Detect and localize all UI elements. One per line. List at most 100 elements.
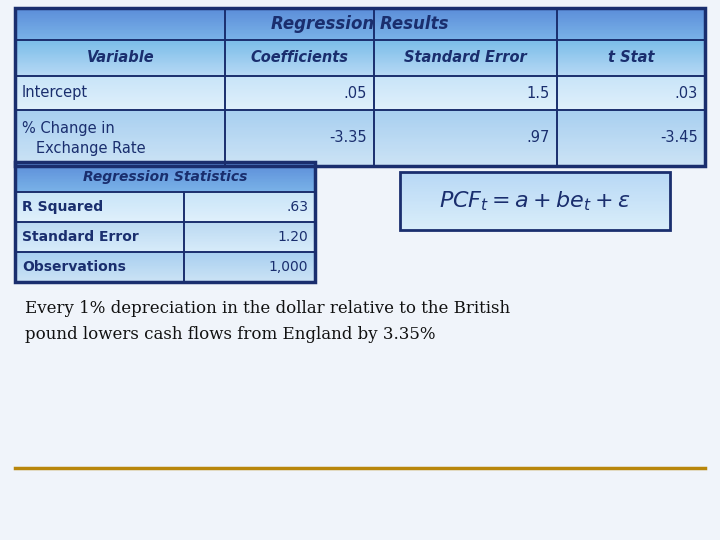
Bar xyxy=(225,80,374,81)
Bar xyxy=(557,130,705,131)
Bar xyxy=(184,201,315,202)
Bar xyxy=(15,20,705,21)
Bar xyxy=(557,160,705,162)
Bar xyxy=(15,205,184,206)
Bar xyxy=(15,261,184,262)
Bar xyxy=(15,83,225,84)
Bar xyxy=(15,142,225,144)
Bar xyxy=(225,144,374,145)
Bar xyxy=(374,145,557,146)
Bar xyxy=(225,40,374,41)
Bar xyxy=(225,145,374,146)
Bar xyxy=(557,88,705,89)
Bar xyxy=(225,141,374,142)
Bar xyxy=(15,255,184,256)
Bar xyxy=(225,90,374,91)
Bar xyxy=(184,209,315,210)
Bar xyxy=(557,121,705,123)
Bar xyxy=(15,85,225,86)
Bar xyxy=(15,75,225,76)
Bar xyxy=(184,271,315,272)
Bar xyxy=(15,232,184,233)
Bar xyxy=(557,110,705,166)
Bar xyxy=(15,247,184,248)
Bar xyxy=(184,252,315,253)
Bar xyxy=(15,279,184,280)
Bar xyxy=(225,142,374,144)
Bar xyxy=(374,124,557,125)
Bar xyxy=(15,183,315,184)
Bar xyxy=(374,104,557,105)
Text: R Squared: R Squared xyxy=(22,200,103,214)
Bar xyxy=(15,243,184,244)
Text: .05: .05 xyxy=(343,85,366,100)
Bar xyxy=(225,71,374,72)
Bar xyxy=(400,197,670,198)
Bar xyxy=(225,120,374,121)
Bar xyxy=(15,18,705,19)
Bar xyxy=(557,89,705,90)
Bar xyxy=(374,127,557,128)
Bar xyxy=(400,228,670,230)
Bar xyxy=(225,135,374,137)
Bar xyxy=(184,195,315,197)
Bar xyxy=(15,117,225,118)
Bar xyxy=(374,116,557,117)
Bar xyxy=(184,222,315,252)
Text: Regression Results: Regression Results xyxy=(271,15,449,33)
Bar xyxy=(374,85,557,86)
Bar xyxy=(225,138,374,139)
Bar xyxy=(374,52,557,53)
Bar xyxy=(15,100,225,102)
Bar xyxy=(15,175,315,176)
Bar xyxy=(225,68,374,69)
Bar xyxy=(557,110,705,111)
Bar xyxy=(184,215,315,216)
Bar xyxy=(184,206,315,207)
Bar xyxy=(374,76,557,77)
Bar xyxy=(15,8,705,166)
Bar xyxy=(15,68,225,69)
Bar xyxy=(400,202,670,204)
Bar xyxy=(15,38,705,39)
Bar xyxy=(557,148,705,149)
Bar xyxy=(15,62,225,63)
Bar xyxy=(15,31,705,32)
Bar xyxy=(15,130,225,131)
Bar xyxy=(374,42,557,43)
Bar xyxy=(400,184,670,185)
Bar xyxy=(400,226,670,227)
Bar xyxy=(184,214,315,215)
Bar xyxy=(15,105,225,106)
Bar xyxy=(374,148,557,149)
Bar xyxy=(557,152,705,153)
Bar xyxy=(225,45,374,46)
Bar xyxy=(557,40,705,76)
Bar xyxy=(15,88,225,89)
Bar xyxy=(184,244,315,245)
Bar xyxy=(374,87,557,88)
Bar xyxy=(15,44,225,45)
Bar xyxy=(15,216,184,217)
Bar xyxy=(15,241,184,242)
Bar xyxy=(15,35,705,36)
Bar xyxy=(557,146,705,148)
Bar xyxy=(374,51,557,52)
Bar xyxy=(15,41,225,42)
Bar xyxy=(557,8,705,40)
Bar xyxy=(400,200,670,201)
Bar xyxy=(374,78,557,79)
Bar xyxy=(225,65,374,66)
Bar xyxy=(557,109,705,110)
Bar xyxy=(184,204,315,205)
Bar xyxy=(15,76,225,77)
Bar xyxy=(15,192,184,193)
Bar xyxy=(374,155,557,156)
Bar xyxy=(557,76,705,77)
Bar xyxy=(15,265,184,266)
Bar xyxy=(15,278,184,279)
Bar xyxy=(15,165,315,166)
Bar xyxy=(15,48,225,49)
Bar xyxy=(557,99,705,100)
Bar xyxy=(374,120,557,121)
